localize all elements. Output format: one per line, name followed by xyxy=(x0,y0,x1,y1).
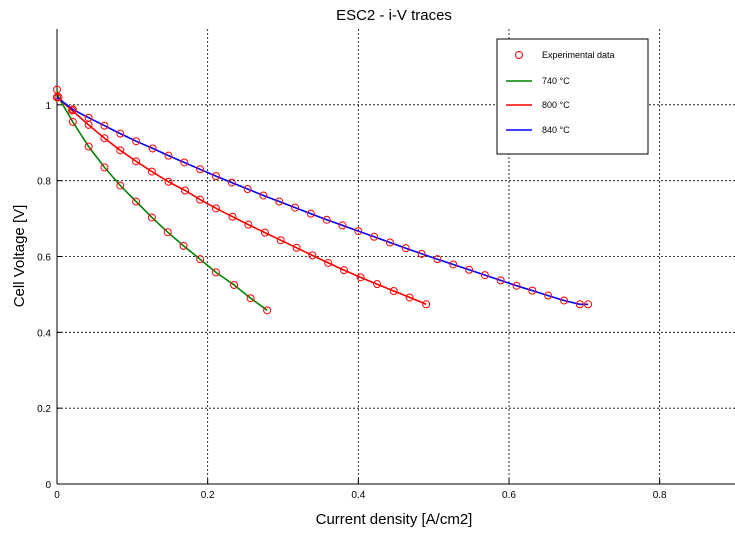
data-point xyxy=(246,294,255,303)
data-point xyxy=(322,215,331,224)
y-tick-label: 0 xyxy=(45,480,51,491)
data-point xyxy=(433,255,442,264)
x-axis-label: Current density [A/cm2] xyxy=(316,511,473,528)
data-point xyxy=(465,265,474,274)
data-point xyxy=(338,221,347,230)
legend-label: 740 °C xyxy=(542,76,570,86)
data-point xyxy=(373,280,382,289)
legend-marker-experimental xyxy=(515,51,523,59)
data-point xyxy=(275,197,284,206)
x-tick-label: 0.6 xyxy=(502,490,516,501)
legend-label: 840 °C xyxy=(542,125,570,135)
data-point xyxy=(68,105,77,114)
data-point xyxy=(147,167,156,176)
data-point xyxy=(354,227,363,236)
x-tick-label: 0 xyxy=(54,490,60,501)
data-point xyxy=(528,286,537,295)
data-point xyxy=(401,244,410,253)
data-point xyxy=(259,191,268,200)
y-tick-label: 0.6 xyxy=(37,253,51,264)
legend: Experimental data 740 °C 800 °C 840 °C xyxy=(496,38,649,155)
data-point xyxy=(417,249,426,258)
data-point xyxy=(68,117,77,126)
data-point xyxy=(496,276,505,285)
data-point xyxy=(179,241,188,250)
data-point xyxy=(389,287,398,296)
data-point xyxy=(276,236,285,245)
data-point xyxy=(356,273,365,282)
data-point xyxy=(116,129,125,138)
data-point xyxy=(230,280,239,289)
data-point xyxy=(116,146,125,155)
data-point xyxy=(132,197,141,206)
legend-label: 800 °C xyxy=(542,100,570,110)
y-tick-label: 0.4 xyxy=(37,328,51,339)
data-point xyxy=(449,260,458,269)
chart-title: ESC2 - i-V traces xyxy=(336,7,452,24)
data-point xyxy=(132,137,141,146)
x-tick-label: 0.2 xyxy=(201,490,215,501)
data-point xyxy=(53,93,61,102)
data-point xyxy=(324,258,333,267)
data-point xyxy=(385,238,394,247)
data-point xyxy=(211,268,220,277)
y-tick-label: 1 xyxy=(45,101,51,112)
legend-box xyxy=(496,38,649,155)
data-point xyxy=(306,209,315,218)
data-point xyxy=(243,185,252,194)
series-line xyxy=(56,89,268,311)
data-point xyxy=(196,255,205,264)
data-point xyxy=(227,178,236,187)
legend-label-experimental: Experimental data xyxy=(542,50,615,60)
data-point xyxy=(163,228,172,237)
y-tick-label: 0.2 xyxy=(37,404,51,415)
data-point xyxy=(164,151,173,160)
data-point xyxy=(559,296,568,305)
axes: 0 0.2 0.4 0.6 0.8 0 0.2 0.4 0.6 0.8 1 xyxy=(37,29,735,501)
data-point xyxy=(116,181,125,190)
data-point xyxy=(584,300,593,309)
data-point xyxy=(544,291,553,300)
y-tick-label: 0.8 xyxy=(37,177,51,188)
data-point xyxy=(263,306,272,315)
data-point xyxy=(370,232,379,241)
y-axis-label: Cell Voltage [V] xyxy=(11,205,28,308)
data-point xyxy=(164,177,173,186)
data-point xyxy=(100,134,109,143)
data-point xyxy=(480,271,489,280)
data-point xyxy=(100,121,109,130)
data-point xyxy=(196,165,205,174)
data-point xyxy=(100,163,109,172)
data-point xyxy=(292,243,301,252)
x-tick-label: 0.8 xyxy=(653,490,667,501)
data-point xyxy=(181,186,190,195)
data-point xyxy=(84,142,93,151)
data-point xyxy=(147,213,156,222)
data-point xyxy=(211,172,220,181)
data-point xyxy=(84,113,93,122)
data-point xyxy=(180,158,189,167)
data-point xyxy=(512,281,521,290)
data-point xyxy=(148,144,157,153)
data-point xyxy=(228,212,237,221)
legend-entries: 740 °C 800 °C 840 °C xyxy=(506,76,570,135)
markers-layer xyxy=(53,85,593,315)
data-point xyxy=(53,85,61,94)
data-point xyxy=(68,106,77,115)
x-tick-label: 0.4 xyxy=(351,490,365,501)
data-point xyxy=(211,204,220,213)
data-point xyxy=(132,157,141,166)
data-point xyxy=(308,251,317,260)
data-point xyxy=(260,228,269,237)
data-point xyxy=(340,266,349,275)
series-line xyxy=(56,96,589,306)
data-point xyxy=(575,300,584,309)
data-point xyxy=(291,203,300,212)
data-point xyxy=(422,300,431,309)
data-point xyxy=(244,220,253,229)
data-point xyxy=(405,293,414,302)
data-point xyxy=(196,195,205,204)
